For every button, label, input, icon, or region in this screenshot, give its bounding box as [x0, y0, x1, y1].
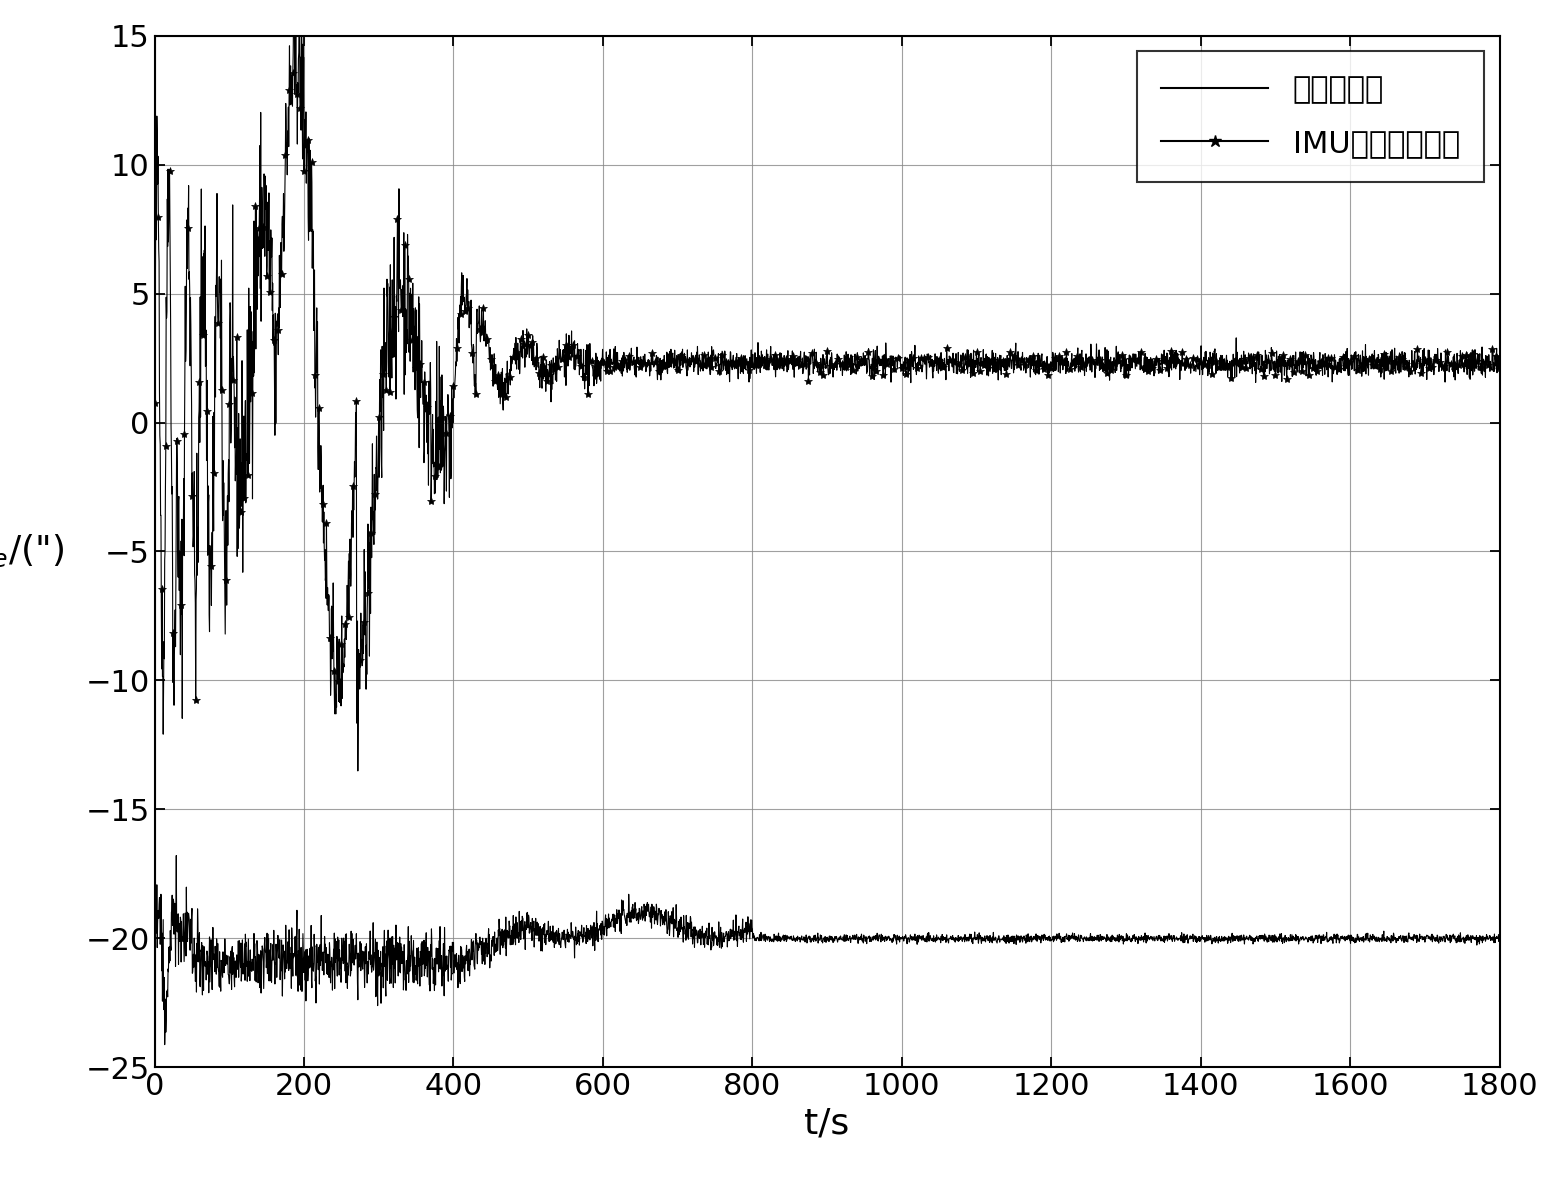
- Y-axis label: $\phi_e$/("): $\phi_e$/("): [0, 533, 63, 570]
- Legend: 静基座对准, IMU旋转对准方案: 静基座对准, IMU旋转对准方案: [1136, 51, 1484, 183]
- X-axis label: t/s: t/s: [804, 1107, 850, 1141]
